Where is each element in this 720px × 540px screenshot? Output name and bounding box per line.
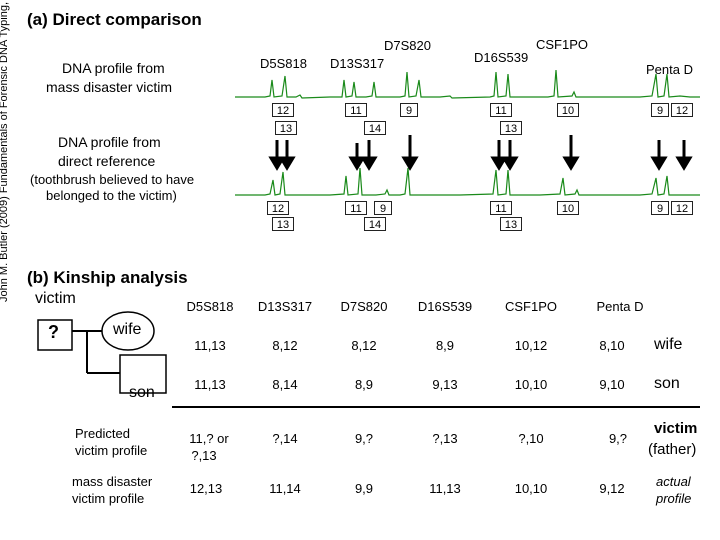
reference-allele-box: 13 xyxy=(500,217,522,231)
victim-allele-box: 10 xyxy=(557,103,579,117)
reference-allele-box: 10 xyxy=(557,201,579,215)
reference-note-2: belonged to the victim) xyxy=(46,188,177,203)
wife-cell: 8,9 xyxy=(435,338,455,353)
actual-cell: 11,13 xyxy=(429,481,461,496)
pedigree-wife-label: wife xyxy=(113,321,142,338)
victim-allele-box: 13 xyxy=(275,121,297,135)
victim-allele-box: 13 xyxy=(500,121,522,135)
predicted-right-label-1: victim xyxy=(654,420,698,437)
reference-allele-box: 9 xyxy=(374,201,392,215)
victim-allele-box: 12 xyxy=(272,103,294,117)
actual-cell: 11,14 xyxy=(269,481,301,496)
actual-label-1: mass disaster xyxy=(72,474,153,489)
actual-label-2: victim profile xyxy=(72,491,145,506)
actual-cell: 12,13 xyxy=(189,481,223,496)
predicted-label-2: victim profile xyxy=(75,443,148,458)
son-cell: 9,10 xyxy=(599,377,625,392)
predicted-cell: 9,? xyxy=(608,431,628,446)
reference-label-2: direct reference xyxy=(58,153,156,169)
locus-label-d7s820: D7S820 xyxy=(384,38,431,53)
victim-allele-box: 12 xyxy=(671,103,693,117)
predicted-cell: ?,10 xyxy=(518,431,544,446)
son-cell: 8,14 xyxy=(272,377,298,392)
section-a-title: (a) Direct comparison xyxy=(27,10,202,29)
predicted-right-label-2: (father) xyxy=(648,441,697,458)
kinship-header: D16S539 xyxy=(417,299,473,314)
son-cell: 9,13 xyxy=(432,377,458,392)
reference-allele-box: 11 xyxy=(345,201,367,215)
victim-trace xyxy=(235,69,700,99)
actual-cell: 9,12 xyxy=(599,481,625,496)
actual-cell: 10,10 xyxy=(514,481,548,496)
victim-allele-box: 14 xyxy=(364,121,386,135)
wife-cell: 10,12 xyxy=(514,338,548,353)
wife-cell: 8,12 xyxy=(351,338,377,353)
wife-cell: 8,12 xyxy=(272,338,298,353)
predicted-label-1: Predicted xyxy=(75,426,130,441)
reference-allele-box: 13 xyxy=(272,217,294,231)
kinship-header: Penta D xyxy=(596,299,644,314)
son-row-label: son xyxy=(654,375,680,392)
predicted-cell: ?,13 xyxy=(191,448,217,463)
reference-note-1: (toothbrush believed to have xyxy=(30,172,195,187)
reference-label-1: DNA profile from xyxy=(58,134,161,150)
actual-right-label-2: profile xyxy=(656,491,692,506)
reference-allele-box: 14 xyxy=(364,217,386,231)
kinship-header: D13S317 xyxy=(257,299,313,314)
locus-label-csf1po: CSF1PO xyxy=(536,37,589,52)
reference-allele-box: 12 xyxy=(671,201,693,215)
pedigree-unknown-mark: ? xyxy=(48,322,59,342)
victim-allele-box: 11 xyxy=(490,103,512,117)
son-cell: 10,10 xyxy=(514,377,548,392)
son-cell: 8,9 xyxy=(354,377,374,392)
kinship-header: CSF1PO xyxy=(504,299,557,314)
actual-cell: 9,9 xyxy=(354,481,374,496)
son-square xyxy=(119,354,167,394)
wife-row-label: wife xyxy=(654,336,683,353)
locus-label-pentad: Penta D xyxy=(646,62,693,77)
pedigree-victim-label: victim xyxy=(35,290,76,307)
victim-allele-box: 9 xyxy=(651,103,669,117)
locus-label-d16s539: D16S539 xyxy=(474,50,529,65)
pedigree xyxy=(37,311,167,394)
reference-allele-box: 11 xyxy=(490,201,512,215)
reference-trace xyxy=(235,167,700,196)
kinship-header: D7S820 xyxy=(340,299,388,314)
victim-allele-box: 11 xyxy=(345,103,367,117)
wife-cell: 8,10 xyxy=(599,338,625,353)
comparison-arrows xyxy=(268,135,693,171)
predicted-cell: ?,14 xyxy=(272,431,298,446)
victim-allele-box: 9 xyxy=(400,103,418,117)
predicted-cell: 11,? or xyxy=(189,431,229,446)
victim-square xyxy=(37,319,73,351)
locus-label-d13s317: D13S317 xyxy=(330,56,385,71)
wife-cell: 11,13 xyxy=(194,338,226,353)
predicted-cell: ?,13 xyxy=(432,431,458,446)
predicted-cell: 9,? xyxy=(354,431,374,446)
reference-allele-box: 9 xyxy=(651,201,669,215)
kinship-header: D5S818 xyxy=(186,299,234,314)
locus-label-d5s818: D5S818 xyxy=(260,56,307,71)
pedigree-son-label: son xyxy=(129,384,155,401)
actual-right-label-1: actual xyxy=(656,474,691,489)
section-b-title: (b) Kinship analysis xyxy=(27,268,188,287)
son-cell: 11,13 xyxy=(194,377,226,392)
victim-profile-label-1: DNA profile from xyxy=(62,60,165,76)
victim-profile-label-2: mass disaster victim xyxy=(46,79,173,95)
reference-allele-box: 12 xyxy=(267,201,289,215)
